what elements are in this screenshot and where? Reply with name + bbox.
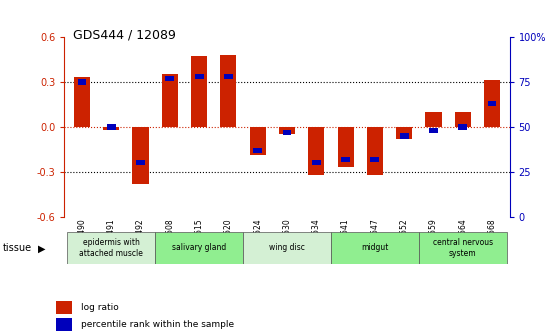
Text: epidermis with
attached muscle: epidermis with attached muscle (80, 238, 143, 257)
Bar (331, 232, 419, 264)
Bar (400, 133, 409, 138)
Bar (419, 232, 507, 264)
Bar (56, 301, 72, 314)
Bar (78, 79, 86, 85)
Bar (243, 232, 331, 264)
Bar (429, 128, 438, 133)
Bar (191, 56, 207, 127)
Bar (283, 130, 291, 135)
Bar (67, 232, 155, 264)
Bar (279, 127, 295, 134)
Text: tissue: tissue (3, 243, 32, 253)
Text: ▶: ▶ (38, 244, 45, 254)
Bar (165, 76, 174, 81)
Bar (195, 74, 203, 79)
Text: salivary gland: salivary gland (172, 243, 226, 252)
Bar (56, 318, 72, 331)
Text: wing disc: wing disc (269, 243, 305, 252)
Bar (338, 127, 353, 167)
Bar (455, 112, 471, 127)
Bar (312, 160, 321, 166)
Bar (367, 127, 383, 175)
Bar (396, 127, 412, 139)
Text: GDS444 / 12089: GDS444 / 12089 (73, 29, 176, 42)
Bar (155, 232, 243, 264)
Bar (308, 127, 324, 175)
Text: central nervous
system: central nervous system (433, 238, 493, 257)
Bar (426, 112, 441, 127)
Bar (488, 101, 496, 106)
Bar (162, 74, 178, 127)
Text: percentile rank within the sample: percentile rank within the sample (81, 320, 234, 329)
Bar (458, 124, 467, 130)
Bar (133, 127, 148, 184)
Bar (136, 160, 145, 166)
Bar (103, 127, 119, 130)
Bar (224, 74, 233, 79)
Bar (107, 124, 116, 130)
Bar (74, 77, 90, 127)
Bar (221, 55, 236, 127)
Bar (341, 157, 350, 162)
Bar (253, 148, 262, 153)
Bar (484, 80, 500, 127)
Bar (250, 127, 266, 155)
Bar (371, 157, 379, 162)
Text: midgut: midgut (361, 243, 389, 252)
Text: log ratio: log ratio (81, 303, 118, 312)
